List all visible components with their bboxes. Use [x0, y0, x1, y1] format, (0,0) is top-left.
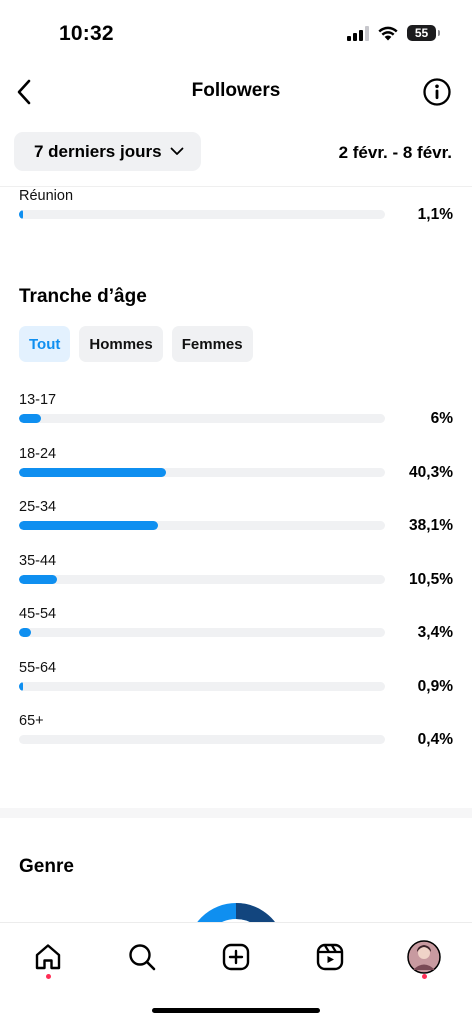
period-dropdown[interactable]: 7 derniers jours — [14, 132, 201, 171]
avatar — [407, 940, 441, 974]
notification-dot — [422, 974, 427, 979]
age-label: 65+ — [19, 713, 44, 729]
status-bar: 10:32 55 — [0, 0, 472, 62]
age-label: 25-34 — [19, 499, 57, 515]
age-bar-fill — [19, 414, 41, 423]
filter-row: 7 derniers jours 2 févr. - 8 févr. — [0, 132, 472, 172]
search-icon — [129, 944, 156, 971]
age-bar-track — [19, 414, 385, 423]
age-bar-track — [19, 682, 385, 691]
age-value: 6% — [430, 410, 453, 427]
age-bar-fill — [19, 682, 23, 691]
tab-all[interactable]: Tout — [19, 326, 71, 362]
age-bar-fill — [19, 628, 32, 637]
home-icon — [35, 944, 61, 970]
age-label: 18-24 — [19, 446, 57, 462]
chevron-down-icon — [170, 147, 183, 155]
age-section-title: Tranche d’âge — [19, 286, 147, 307]
age-label: 13-17 — [19, 392, 57, 408]
page-title: Followers — [191, 80, 281, 101]
period-label: 7 derniers jours — [34, 141, 162, 161]
age-bar-track — [19, 735, 385, 744]
age-row: 55-64 0,9% — [19, 660, 453, 706]
status-icons: 55 — [347, 25, 440, 41]
age-value: 3,4% — [417, 624, 453, 641]
location-bar-track — [19, 210, 385, 219]
age-bar-fill — [19, 521, 159, 530]
chevron-left-icon — [17, 79, 31, 105]
location-bar-fill — [19, 210, 24, 219]
age-bar-track — [19, 575, 385, 584]
location-value: 1,1% — [417, 206, 453, 223]
age-label: 55-64 — [19, 660, 57, 676]
divider — [0, 186, 472, 187]
wifi-icon — [378, 26, 398, 40]
nav-home[interactable] — [26, 935, 70, 979]
age-value: 0,4% — [417, 731, 453, 748]
info-button[interactable] — [420, 75, 454, 109]
notification-dot — [46, 974, 51, 979]
age-bar-fill — [19, 468, 167, 477]
reels-icon — [316, 943, 344, 971]
age-label: 45-54 — [19, 606, 57, 622]
section-separator — [0, 808, 472, 818]
age-filter-tabs: Tout Hommes Femmes — [19, 326, 253, 362]
gender-section-title: Genre — [19, 856, 74, 877]
age-value: 0,9% — [417, 678, 453, 695]
age-row: 25-34 38,1% — [19, 499, 453, 545]
age-row: 65+ 0,4% — [19, 713, 453, 759]
cellular-signal-icon — [347, 25, 369, 41]
age-label: 35-44 — [19, 553, 57, 569]
date-range: 2 févr. - 8 févr. — [338, 143, 452, 162]
home-indicator — [152, 1008, 320, 1013]
back-button[interactable] — [6, 74, 42, 110]
location-label: Réunion — [19, 188, 74, 204]
age-value: 40,3% — [409, 464, 453, 481]
nav-profile[interactable] — [402, 935, 446, 979]
location-row: Réunion 1,1% — [19, 188, 453, 234]
status-time: 10:32 — [59, 22, 114, 45]
battery-icon: 55 — [407, 25, 440, 41]
age-value: 10,5% — [409, 571, 453, 588]
age-row: 13-17 6% — [19, 392, 453, 438]
nav-search[interactable] — [120, 935, 164, 979]
tab-men[interactable]: Hommes — [79, 326, 163, 362]
tab-women[interactable]: Femmes — [171, 326, 253, 362]
age-bar-track — [19, 521, 385, 530]
create-icon — [222, 943, 250, 971]
age-row: 35-44 10,5% — [19, 553, 453, 599]
bottom-navigation — [0, 922, 472, 1023]
info-icon — [423, 78, 451, 106]
nav-create[interactable] — [214, 935, 258, 979]
age-bar-track — [19, 468, 385, 477]
age-bar-track — [19, 628, 385, 637]
header: Followers — [0, 66, 472, 118]
age-row: 45-54 3,4% — [19, 606, 453, 652]
age-value: 38,1% — [409, 517, 453, 534]
age-bar-fill — [19, 575, 58, 584]
age-row: 18-24 40,3% — [19, 446, 453, 492]
nav-reels[interactable] — [308, 935, 352, 979]
battery-level: 55 — [414, 26, 429, 40]
